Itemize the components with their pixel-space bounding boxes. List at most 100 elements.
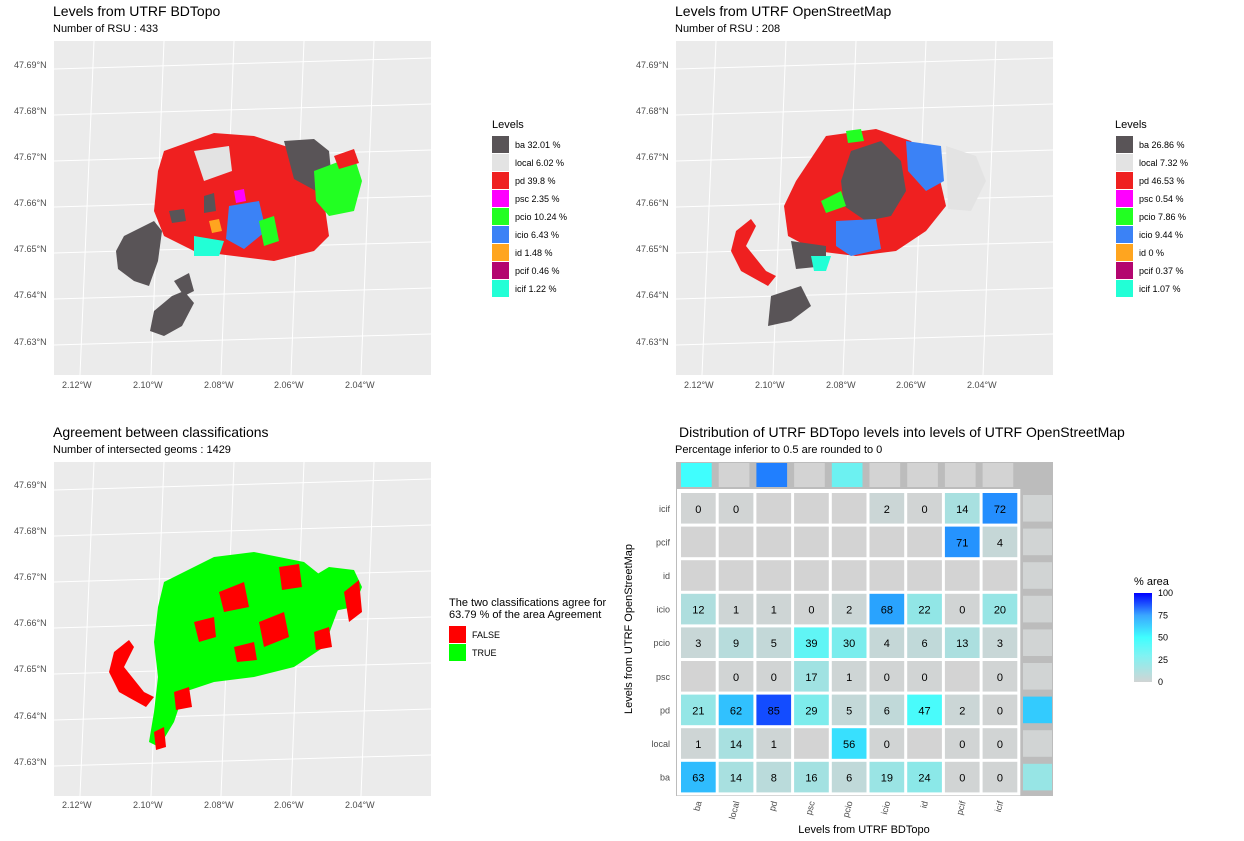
heatmap-cell-label: 21 <box>692 705 704 717</box>
legend-swatch <box>1116 208 1133 225</box>
heatmap-cell <box>831 761 867 793</box>
heatmap-cell-label: 68 <box>881 605 893 617</box>
heatmap-cell-label: 4 <box>997 537 1003 549</box>
heatmap-cell-label: 0 <box>997 672 1003 684</box>
heatmap-cell-label: 71 <box>956 537 968 549</box>
y-tick-label: id <box>663 571 670 581</box>
heatmap-cell <box>794 560 829 591</box>
heatmap-cell <box>869 728 905 759</box>
heatmap-cell <box>944 526 980 558</box>
map-plot-area <box>675 40 1054 376</box>
legend-swatch <box>492 136 509 153</box>
x-tick-label: local <box>727 800 741 820</box>
legend-label: FALSE <box>472 629 501 640</box>
legend-item: psc 2.35 % <box>492 190 560 207</box>
colorbar <box>1134 593 1152 682</box>
legend-label: pcif 0.46 % <box>515 265 560 276</box>
heatmap-cell <box>831 493 867 524</box>
heatmap-cell <box>982 560 1018 591</box>
lat-tick: 47.68°N <box>14 526 47 536</box>
map-title: Levels from UTRF OpenStreetMap <box>675 3 892 19</box>
legend-title: 63.79 % of the area Agreement <box>449 609 602 621</box>
heatmap-cell <box>718 627 754 658</box>
heatmap-cell-label: 0 <box>884 672 890 684</box>
heatmap-cell-label: 3 <box>997 638 1003 650</box>
legend-swatch <box>492 262 509 279</box>
legend-swatch <box>492 226 509 243</box>
heatmap-cell <box>794 627 829 658</box>
legend-label: pd 46.53 % <box>1139 175 1185 186</box>
lat-tick: 47.67°N <box>14 152 47 162</box>
legend-item: pcif 0.37 % <box>1116 262 1184 279</box>
map-shapes <box>731 129 986 326</box>
map-subtitle: Number of intersected geoms : 1429 <box>53 444 231 456</box>
legend-swatch <box>1116 244 1133 261</box>
lon-tick: 2.08°W <box>204 380 234 390</box>
heatmap-cell <box>756 493 792 524</box>
heatmap-cell <box>982 526 1018 558</box>
heatmap-cell <box>907 593 942 625</box>
legend-swatch <box>1116 136 1133 153</box>
heatmap-cell <box>756 694 792 726</box>
lat-tick: 47.69°N <box>14 480 47 490</box>
map-graticule-and-shapes <box>53 461 432 797</box>
map-graticule-and-shapes <box>53 40 432 376</box>
right-marginal-cell <box>1023 763 1052 791</box>
heatmap-cell <box>869 627 905 658</box>
heatmap-cell <box>944 694 980 726</box>
legend-label: psc 2.35 % <box>515 193 560 204</box>
right-marginal-cell <box>1023 595 1052 623</box>
legend-swatch <box>492 208 509 225</box>
lon-tick: 2.06°W <box>274 380 304 390</box>
lon-tick: 2.08°W <box>204 800 234 810</box>
legend-label: ba 26.86 % <box>1139 139 1185 150</box>
heatmap-cell <box>756 661 792 692</box>
colorbar-tick: 100 <box>1158 588 1173 598</box>
heatmap-cell-label: 0 <box>695 504 701 516</box>
right-marginal-cell <box>1023 495 1052 522</box>
legend-label: pcif 0.37 % <box>1139 265 1184 276</box>
heatmap-cell <box>756 526 792 558</box>
top-marginal-cell <box>718 463 750 487</box>
heatmap-cell <box>869 761 905 793</box>
heatmap-cell <box>756 728 792 759</box>
heatmap-cell <box>681 661 716 692</box>
lat-tick: 47.66°N <box>636 198 669 208</box>
heatmap-cell-label: 1 <box>695 739 701 751</box>
map-subtitle: Number of RSU : 208 <box>675 23 781 35</box>
heatmap-cell-label: 0 <box>959 739 965 751</box>
map-title: Levels from UTRF BDTopo <box>53 3 221 19</box>
heatmap-cell-label: 22 <box>918 605 930 617</box>
heatmap-cell-label: 1 <box>733 605 739 617</box>
lat-tick: 47.67°N <box>636 152 669 162</box>
heatmap-cell-label: 56 <box>843 739 855 751</box>
lat-tick: 47.64°N <box>636 290 669 300</box>
heatmap-cell <box>718 728 754 759</box>
legend-item: local 6.02 % <box>492 154 564 171</box>
colorbar-tick: 0 <box>1158 677 1163 687</box>
y-tick-label: icio <box>656 605 670 615</box>
heatmap-cell-label: 17 <box>805 672 817 684</box>
map-shapes <box>116 133 362 336</box>
heatmap-cell-label: 0 <box>959 605 965 617</box>
legend-label: pcio 7.86 % <box>1139 211 1187 222</box>
heatmap-cell <box>982 694 1018 726</box>
heatmap-cell-label: 2 <box>846 605 852 617</box>
heatmap-cell-label: 3 <box>695 638 701 650</box>
x-tick-label: ba <box>692 800 704 812</box>
legend-item: psc 0.54 % <box>1116 190 1184 207</box>
legend-item: pd 46.53 % <box>1116 172 1185 189</box>
heatmap-cell <box>869 593 905 625</box>
heatmap-cell <box>869 694 905 726</box>
heatmap-cell <box>944 761 980 793</box>
heatmap-cell-label: 0 <box>733 504 739 516</box>
lat-tick: 47.63°N <box>636 337 669 347</box>
legend-swatch <box>449 626 466 643</box>
heatmap-cell-label: 14 <box>730 739 742 751</box>
legend-swatch <box>492 190 509 207</box>
heatmap-cell <box>756 627 792 658</box>
x-axis-title: Levels from UTRF BDTopo <box>798 824 929 836</box>
legend-label: icio 9.44 % <box>1139 229 1184 240</box>
legend-label: icif 1.22 % <box>515 283 557 294</box>
heatmap-cell <box>681 493 716 524</box>
